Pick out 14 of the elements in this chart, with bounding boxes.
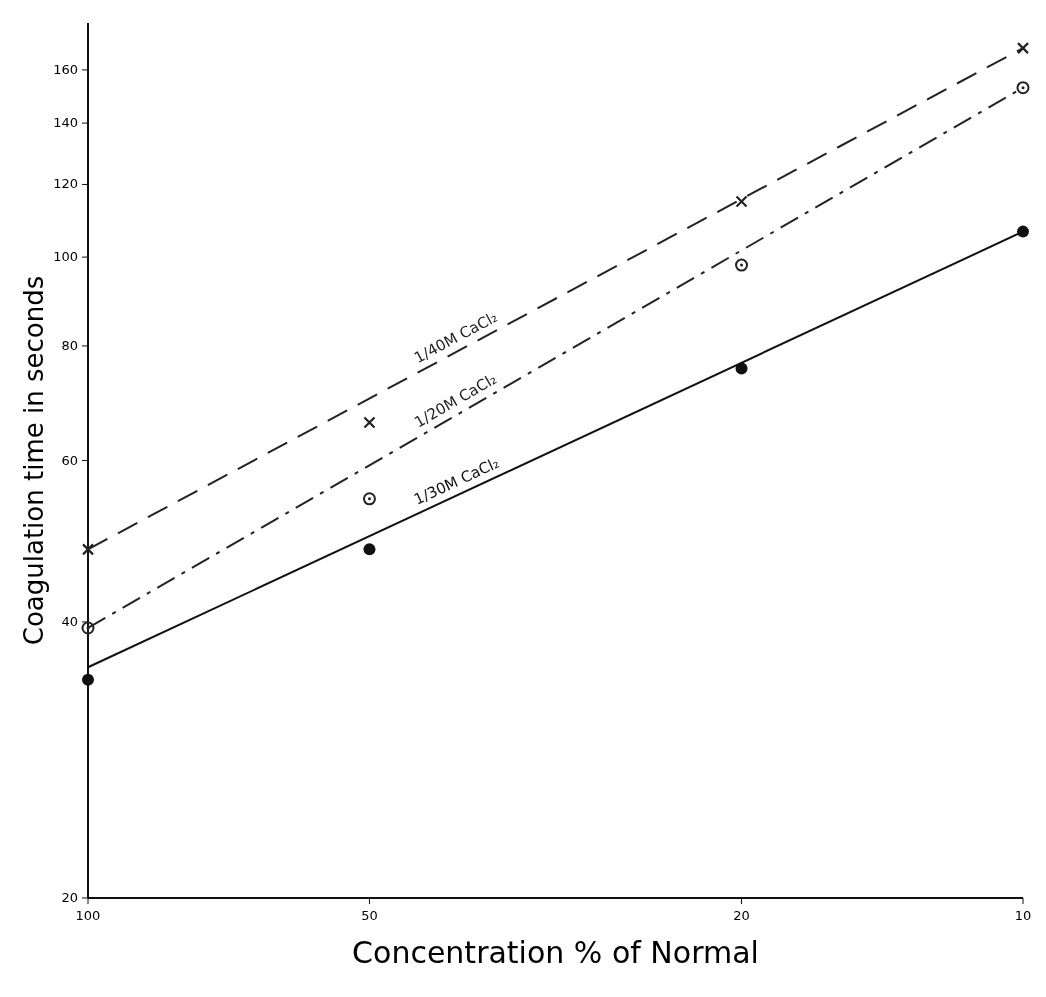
x-tick-label: 50 — [361, 908, 378, 923]
y-tick-label: 60 — [61, 452, 78, 468]
x-axis-title: Concentration % of Normal — [352, 935, 759, 970]
x-tick-label: 20 — [733, 908, 750, 923]
y-tick-label: 120 — [53, 176, 78, 192]
y-tick-label: 20 — [61, 890, 78, 905]
y-axis-title: Coagulation time in seconds — [19, 275, 49, 646]
x-tick-label: 10 — [1014, 908, 1032, 923]
y-tick-label: 80 — [61, 337, 78, 353]
y-tick-label: 140 — [53, 115, 78, 131]
x-tick-label: 100 — [75, 908, 101, 923]
y-tick-label: 100 — [53, 249, 78, 265]
y-tick-label: 40 — [61, 613, 78, 629]
y-tick-label: 160 — [53, 61, 78, 77]
